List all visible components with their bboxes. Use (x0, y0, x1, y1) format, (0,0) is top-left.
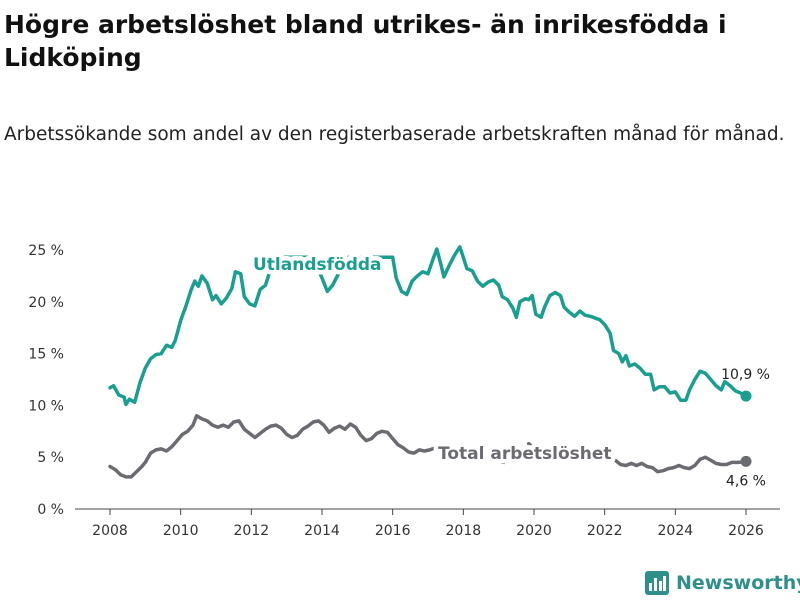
y-tick-label: 0 % (37, 502, 64, 518)
y-tick-label: 5 % (37, 450, 64, 466)
x-tick-label: 2022 (587, 523, 623, 539)
y-tick-label: 10 % (28, 398, 64, 414)
series-line-total (108, 414, 443, 479)
newsworthy-logo-icon (645, 571, 669, 595)
x-tick-label: 2014 (304, 523, 340, 539)
brand-name: Newsworthy (676, 572, 800, 594)
end-label-total: 4,6 % (726, 473, 766, 489)
chart-title: Högre arbetslöshet bland utrikes- än inr… (4, 10, 727, 72)
series-line-total-segment (465, 457, 480, 464)
chart-subtitle: Arbetssökande som andel av den registerb… (4, 124, 785, 145)
end-label-utlandsfodda: 10,9 % (721, 367, 770, 383)
x-tick-label: 2012 (234, 523, 270, 539)
series-label-total: Total arbetslöshet (438, 444, 612, 464)
x-tick-label: 2026 (728, 523, 764, 539)
x-tick-label: 2008 (92, 523, 128, 539)
series-line-total-segment (526, 441, 534, 449)
end-marker-total (740, 455, 752, 467)
brand-logo: Newsworthy (644, 570, 800, 596)
y-tick-label: 15 % (28, 347, 64, 363)
label-layer: Utlandsfödda Total arbetslöshet 10,9 % 4,6 … (249, 251, 771, 490)
y-axis: 0 % 5 % 10 % 15 % 20 % 25 % (28, 243, 64, 518)
y-tick-label: 20 % (28, 295, 64, 311)
x-axis: 2008 2010 2012 2014 2016 2018 2020 2022 2024 2026 (75, 508, 780, 539)
series-line-total-segment (613, 455, 748, 474)
x-tick-label: 2018 (446, 523, 482, 539)
y-tick-label: 25 % (28, 243, 64, 259)
series-line-utlandsfodda (108, 245, 748, 407)
x-tick-label: 2024 (658, 523, 694, 539)
series-label-utlandsfodda: Utlandsfödda (253, 255, 382, 275)
series-layer (108, 245, 752, 479)
series-line-total-segment (496, 459, 506, 465)
end-marker-utlandsfodda (740, 390, 752, 402)
x-tick-label: 2010 (163, 523, 199, 539)
x-tick-label: 2020 (516, 523, 552, 539)
x-tick-label: 2016 (375, 523, 411, 539)
